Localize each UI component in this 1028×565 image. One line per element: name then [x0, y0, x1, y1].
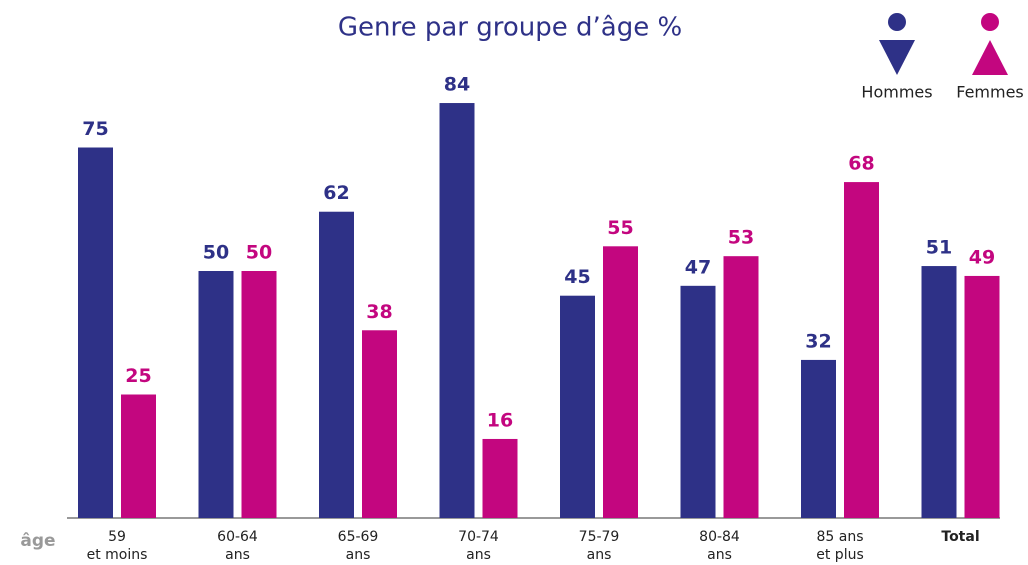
bar	[560, 295, 595, 518]
x-tick-label: Total	[941, 529, 979, 545]
data-label: 45	[564, 266, 590, 288]
data-label: 75	[82, 118, 108, 140]
bar	[603, 246, 638, 519]
bar	[198, 271, 234, 518]
data-label: 62	[323, 182, 349, 204]
legend-icon-body	[879, 40, 915, 75]
x-tick-label: 70-74	[458, 529, 499, 545]
bar	[801, 359, 836, 518]
data-label: 47	[685, 256, 711, 278]
x-tick-label: ans	[466, 547, 491, 563]
data-label: 32	[805, 330, 831, 352]
data-label: 49	[969, 246, 995, 268]
x-tick-label: 59	[108, 529, 126, 545]
legend-icon-head	[981, 13, 999, 31]
x-tick-label: 65-69	[338, 529, 379, 545]
data-label: 51	[926, 237, 952, 259]
x-tick-label: 85 ans	[816, 529, 863, 545]
x-tick-label: et plus	[816, 547, 864, 563]
x-tick-label: ans	[346, 547, 371, 563]
bar	[439, 103, 475, 518]
bar	[121, 394, 156, 518]
data-label: 38	[366, 301, 392, 323]
data-label: 50	[203, 242, 229, 264]
legend-label: Femmes	[956, 83, 1024, 102]
bar	[362, 330, 397, 518]
data-label: 55	[607, 217, 633, 239]
bar	[78, 147, 113, 518]
data-label: 16	[487, 409, 513, 431]
x-tick-label: 75-79	[579, 529, 620, 545]
x-tick-label: 60-64	[217, 529, 258, 545]
legend-label: Hommes	[861, 83, 932, 102]
x-tick-label: ans	[225, 547, 250, 563]
bar	[482, 438, 518, 518]
legend-icon-body	[972, 40, 1008, 75]
legend-icon-head	[888, 13, 906, 31]
x-tick-label: ans	[707, 547, 732, 563]
bar	[723, 256, 759, 518]
x-tick-label: 80-84	[699, 529, 740, 545]
x-axis-label: âge	[20, 531, 55, 551]
data-label: 53	[728, 227, 754, 249]
bar	[844, 182, 879, 518]
data-label: 84	[444, 74, 470, 96]
bar	[921, 266, 957, 518]
data-label: 25	[125, 365, 151, 387]
data-label: 68	[848, 153, 874, 175]
data-label: 50	[246, 242, 272, 264]
bar	[241, 271, 277, 518]
bar	[319, 211, 354, 518]
bar	[964, 275, 1000, 518]
x-tick-label: et moins	[87, 547, 148, 563]
x-tick-label: ans	[587, 547, 612, 563]
chart-title: Genre par groupe d’âge %	[338, 13, 682, 43]
bar	[680, 285, 716, 518]
